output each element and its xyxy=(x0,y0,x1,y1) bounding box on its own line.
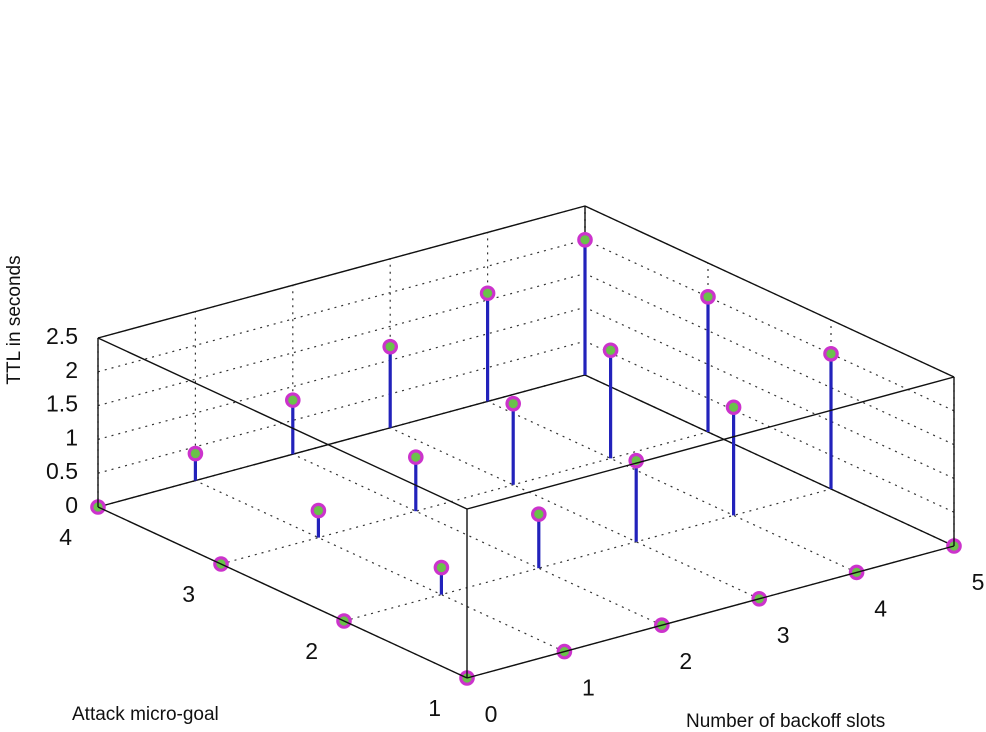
data-point-marker xyxy=(433,559,450,576)
x-tick-label: 5 xyxy=(972,569,985,595)
grid-line xyxy=(97,239,586,373)
box-edge xyxy=(97,205,586,339)
data-point-marker xyxy=(187,445,204,462)
data-point-marker xyxy=(700,288,716,305)
x-tick-label: 0 xyxy=(485,701,498,727)
grid-line xyxy=(195,480,565,653)
z-tick-label: 2 xyxy=(65,357,78,383)
z-tick-label: 0.5 xyxy=(46,458,78,484)
grid-line xyxy=(389,427,760,600)
box-edge xyxy=(584,205,955,378)
data-point-marker xyxy=(284,392,301,408)
box-edge xyxy=(466,545,955,679)
grid-lines xyxy=(97,205,955,679)
x-tick-label: 3 xyxy=(777,622,790,648)
z-tick-label: 1.5 xyxy=(46,391,78,417)
grid-line xyxy=(343,488,832,622)
data-point-marker xyxy=(725,399,742,416)
tick-labels: 0 1 2 3 4 5 1 2 3 4 0 0.5 1 1.5 2 2.5 xyxy=(46,323,984,727)
grid-line xyxy=(292,453,663,626)
data-point-marker xyxy=(407,449,424,465)
grid-line xyxy=(97,340,586,474)
z-axis-label: TTL in seconds xyxy=(4,255,25,384)
x-axis-label: Number of backoff slots xyxy=(686,711,885,732)
z-tick-label: 2.5 xyxy=(46,323,78,349)
box-edge xyxy=(97,374,586,508)
data-point-marker xyxy=(382,338,398,355)
z-tick-label: 1 xyxy=(65,424,78,450)
axes-box-front xyxy=(97,205,955,679)
box-edge xyxy=(97,506,468,679)
data-point-marker xyxy=(530,506,547,522)
data-point-marker xyxy=(505,395,521,412)
y-axis-label: Attack micro-goal xyxy=(72,704,219,725)
y-tick-label: 3 xyxy=(182,581,195,607)
grid-line xyxy=(584,239,955,412)
x-tick-label: 1 xyxy=(582,675,595,701)
box-edge xyxy=(584,374,955,547)
grid-line xyxy=(584,306,955,479)
grid-line xyxy=(97,273,586,407)
z-tick-label: 0 xyxy=(65,492,78,518)
y-tick-label: 2 xyxy=(305,638,318,664)
grid-line xyxy=(220,431,709,565)
data-point-marker xyxy=(310,502,327,519)
box-edge xyxy=(466,376,955,510)
grid-line xyxy=(97,306,586,440)
grid-line xyxy=(487,400,857,573)
data-point-marker xyxy=(602,342,619,359)
stems xyxy=(90,232,962,686)
x-tick-label: 2 xyxy=(679,648,692,674)
data-point-marker xyxy=(823,345,839,362)
data-point-marker xyxy=(479,285,496,302)
grid-line xyxy=(584,273,955,446)
y-tick-label: 1 xyxy=(428,695,441,721)
x-tick-label: 4 xyxy=(874,595,887,621)
box-edge xyxy=(97,337,468,510)
data-point-marker xyxy=(577,232,593,248)
y-tick-label: 4 xyxy=(59,524,72,550)
